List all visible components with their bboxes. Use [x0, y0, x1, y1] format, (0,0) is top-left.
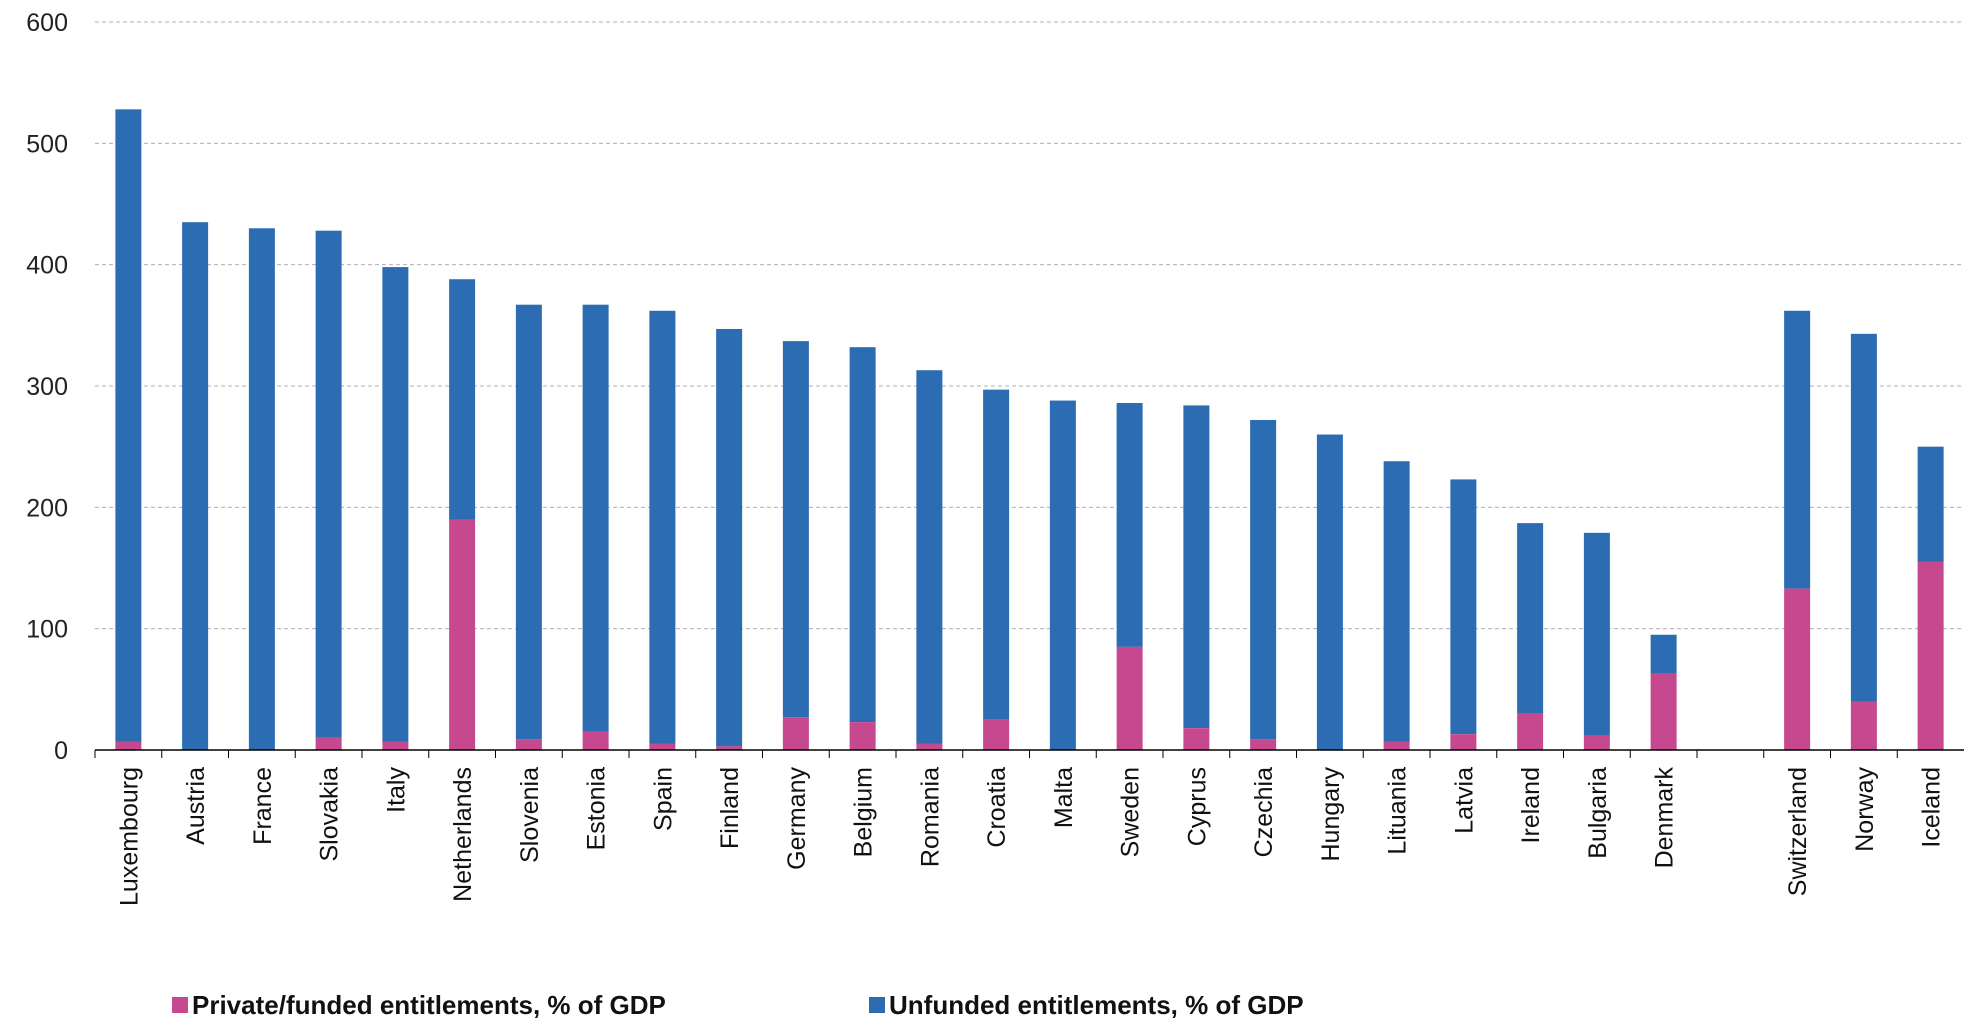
bar-unfunded [315, 230, 342, 738]
category-label: Switzerland [1784, 767, 1812, 896]
bar-private-funded [315, 737, 342, 750]
category-label: Latvia [1450, 767, 1478, 834]
bar-unfunded [515, 304, 542, 740]
bar-unfunded [1383, 461, 1410, 742]
category-label: Slovakia [316, 767, 344, 862]
bar-private-funded [916, 743, 943, 750]
bar-unfunded [582, 304, 609, 732]
category-label: Spain [649, 767, 677, 831]
category-label: Slovenia [516, 767, 544, 863]
bar-unfunded [782, 341, 809, 718]
category-label: Malta [1050, 767, 1078, 828]
category-label: Ireland [1517, 767, 1545, 843]
bar-unfunded [1917, 446, 1944, 562]
category-label: Croatia [983, 767, 1011, 848]
bar-unfunded [1583, 532, 1610, 736]
bar-private-funded [782, 717, 809, 750]
bar-unfunded [1850, 333, 1877, 702]
bar-unfunded [248, 228, 275, 750]
bar-unfunded [916, 370, 943, 744]
y-axis-tick-labels: 0 100 200 300 400 500 600 [26, 9, 68, 765]
y-tick-label: 600 [26, 9, 68, 37]
category-labels: Luxembourg Austria France Slovakia Italy Neth… [115, 767, 1945, 906]
category-label: Netherlands [449, 767, 477, 902]
bars [115, 109, 1944, 750]
category-label: Bulgaria [1584, 767, 1612, 859]
bar-unfunded [1316, 434, 1343, 750]
bar-private-funded [849, 722, 876, 750]
bar-unfunded [182, 222, 209, 750]
category-label: Luxembourg [115, 767, 143, 906]
y-tick-label: 500 [26, 130, 68, 158]
category-label: Hungary [1317, 767, 1345, 862]
bar-private-funded [1917, 561, 1944, 750]
legend-label: Unfunded entitlements, % of GDP [889, 990, 1304, 1020]
bar-unfunded [1116, 402, 1143, 647]
category-label: Belgium [850, 767, 878, 857]
bar-private-funded [1450, 734, 1477, 750]
category-label: Iceland [1918, 767, 1946, 848]
category-label: Denmark [1651, 767, 1679, 869]
gridlines [95, 21, 1964, 630]
category-label: Sweden [1117, 767, 1145, 857]
bar-private-funded [449, 519, 476, 750]
category-label: Norway [1851, 767, 1879, 852]
category-label: Estonia [583, 767, 611, 850]
x-axis-ticks [94, 750, 1898, 758]
bar-unfunded [649, 310, 676, 744]
bar-unfunded [115, 109, 142, 742]
bar-private-funded [649, 743, 676, 750]
bar-unfunded [716, 328, 743, 747]
category-label: Finland [716, 767, 744, 849]
bar-unfunded [983, 389, 1010, 720]
legend-swatch [172, 997, 188, 1013]
category-label: France [249, 767, 277, 845]
bar-private-funded [115, 741, 142, 750]
bar-unfunded [1650, 634, 1677, 674]
bar-unfunded [1250, 419, 1277, 740]
bar-private-funded [1383, 741, 1410, 750]
bar-private-funded [1183, 728, 1210, 750]
category-label: Austria [182, 767, 210, 845]
bar-private-funded [1250, 739, 1277, 750]
legend: Private/funded entitlements, % of GDP Unf… [172, 990, 1304, 1020]
bar-private-funded [983, 719, 1010, 750]
bar-unfunded [1450, 479, 1477, 735]
category-label: Germany [783, 767, 811, 870]
category-label: Italy [382, 767, 410, 813]
bar-unfunded [1784, 310, 1811, 589]
legend-swatch [869, 997, 885, 1013]
legend-item-unfunded: Unfunded entitlements, % of GDP [869, 990, 1304, 1020]
bar-private-funded [1784, 588, 1811, 750]
bar-unfunded [1517, 523, 1544, 714]
y-tick-label: 400 [26, 252, 68, 280]
bar-unfunded [849, 347, 876, 723]
bar-private-funded [1116, 646, 1143, 750]
legend-label: Private/funded entitlements, % of GDP [192, 990, 666, 1020]
y-tick-label: 0 [54, 737, 68, 765]
category-label: Cyprus [1183, 767, 1211, 846]
bar-private-funded [382, 741, 409, 750]
bar-unfunded [1049, 400, 1076, 750]
bar-private-funded [1850, 701, 1877, 750]
y-tick-label: 100 [26, 616, 68, 644]
bar-private-funded [1517, 713, 1544, 750]
category-label: Romania [916, 767, 944, 867]
category-label: Lituania [1384, 767, 1412, 855]
bar-private-funded [716, 746, 743, 750]
legend-item-private-funded: Private/funded entitlements, % of GDP [172, 990, 666, 1020]
bar-private-funded [515, 739, 542, 750]
bar-unfunded [449, 279, 476, 520]
bar-private-funded [1583, 735, 1610, 750]
bar-private-funded [1650, 673, 1677, 750]
bar-private-funded [582, 731, 609, 750]
bar-unfunded [382, 267, 409, 742]
y-tick-label: 200 [26, 494, 68, 522]
category-label: Czechia [1250, 767, 1278, 857]
y-tick-label: 300 [26, 373, 68, 401]
bar-unfunded [1183, 405, 1210, 729]
